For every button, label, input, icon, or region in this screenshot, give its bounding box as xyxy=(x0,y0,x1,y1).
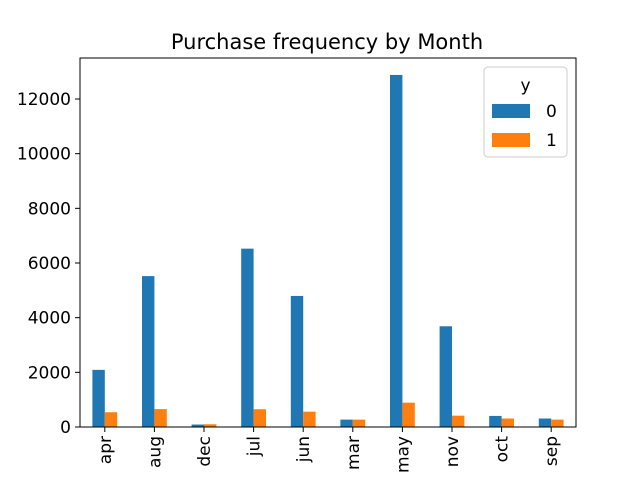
y-tick-label: 2000 xyxy=(28,363,71,383)
x-tick-label-oct: oct xyxy=(493,436,513,463)
legend-label-1: 1 xyxy=(546,131,557,151)
bar-jun-series-1 xyxy=(303,411,316,427)
chart-title: Purchase frequency by Month xyxy=(171,30,483,54)
plot-area: 0 2000 4000 6000 8000 10000 12000 apr aug dec jul j… xyxy=(17,57,577,473)
bar-jul-series-0 xyxy=(241,248,254,427)
x-tick-label-jul: jul xyxy=(245,436,265,457)
y-tick-label: 0 xyxy=(60,418,71,438)
legend: y0 1 xyxy=(483,66,568,158)
bar-jun-series-0 xyxy=(290,295,304,427)
plot-frame xyxy=(79,57,577,428)
bar-dec-series-1 xyxy=(204,424,217,427)
bar-may-series-1 xyxy=(402,402,415,427)
x-tick-label-may: may xyxy=(393,436,413,473)
legend-swatch-0 xyxy=(492,104,530,118)
x-tick-label-sep: sep xyxy=(542,436,562,466)
x-tick-label-dec: dec xyxy=(195,436,215,467)
legend-label-0: 0 xyxy=(546,102,557,122)
bar-nov-series-1 xyxy=(452,415,465,427)
bar-aug-series-1 xyxy=(154,409,167,427)
bar-sep-series-0 xyxy=(538,418,552,427)
y-tick-label: 10000 xyxy=(17,145,71,165)
bar-may-series-0 xyxy=(390,74,403,427)
bar-dec-series-0 xyxy=(191,424,204,427)
x-tick-label-jun: jun xyxy=(294,436,314,463)
bar-aug-series-0 xyxy=(142,276,155,427)
bar-jul-series-1 xyxy=(253,409,266,427)
bar-sep-series-1 xyxy=(551,419,564,427)
y-tick-label: 6000 xyxy=(28,254,71,274)
y-tick-label: 4000 xyxy=(28,309,71,329)
bar-mar-series-0 xyxy=(340,419,353,427)
bar-nov-series-0 xyxy=(439,326,452,427)
bar-oct-series-1 xyxy=(501,418,514,427)
y-tick-label: 8000 xyxy=(28,199,71,219)
bar-apr-series-1 xyxy=(104,412,118,427)
legend-title: y xyxy=(520,76,530,96)
legend-swatch-1 xyxy=(492,133,530,147)
bar-apr-series-0 xyxy=(92,369,105,427)
y-tick-label: 12000 xyxy=(17,90,71,110)
bar-oct-series-0 xyxy=(489,415,502,427)
x-tick-label-nov: nov xyxy=(443,436,463,467)
bar-mar-series-1 xyxy=(352,419,366,427)
x-tick-label-mar: mar xyxy=(344,436,364,470)
x-tick-label-apr: apr xyxy=(96,436,116,464)
x-tick-label-aug: aug xyxy=(145,436,165,468)
